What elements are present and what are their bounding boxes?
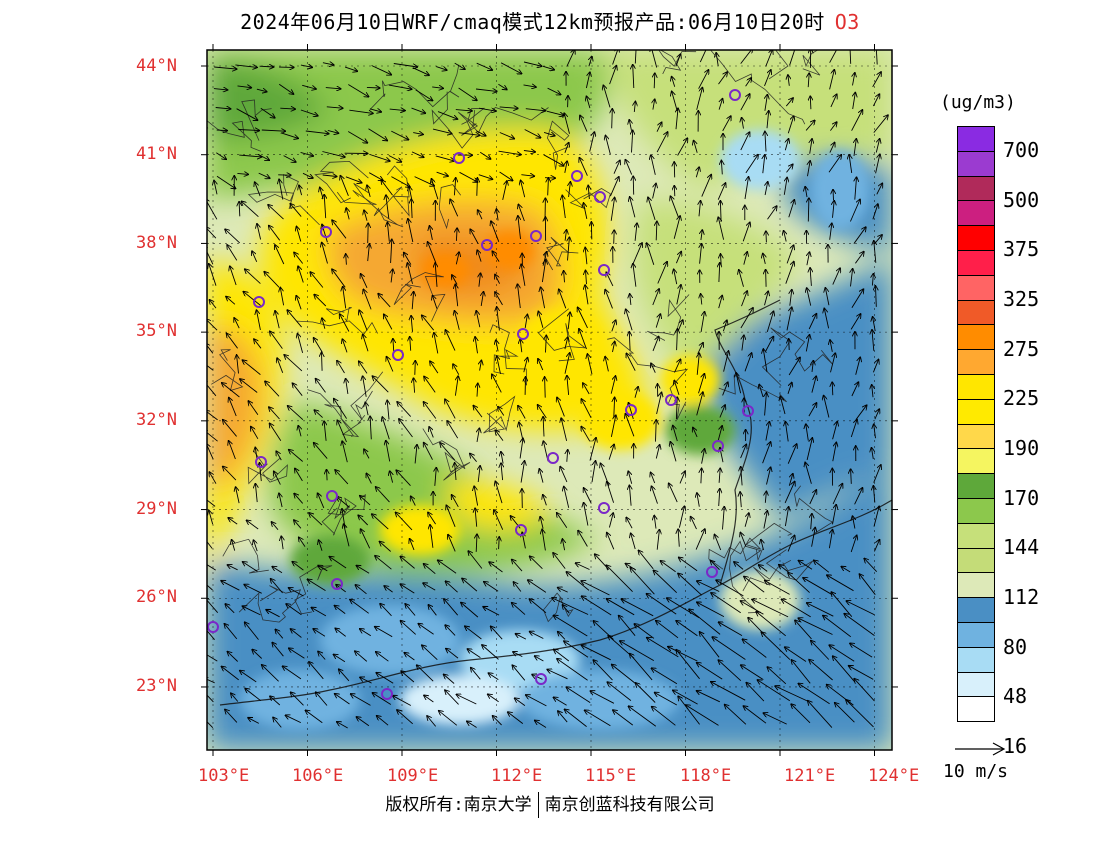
legend-swatch (958, 325, 994, 351)
city-marker (207, 621, 219, 633)
city-marker (515, 524, 527, 536)
legend-swatch (958, 226, 994, 251)
legend-swatch (958, 127, 994, 152)
legend-label: 700 (1003, 137, 1040, 162)
color-legend (957, 126, 995, 722)
lon-label-103: 103°E (198, 766, 250, 786)
city-marker (253, 296, 265, 308)
city-marker (742, 405, 754, 417)
legend-label: 16 (1003, 733, 1028, 758)
city-marker (594, 191, 606, 203)
city-marker (712, 440, 724, 452)
copyright-left: 版权所有:南京大学 (385, 795, 532, 815)
legend-swatch (958, 598, 994, 623)
legend-label: 375 (1003, 237, 1040, 262)
legend-swatch (958, 548, 994, 574)
city-marker (598, 502, 610, 514)
legend-swatch (958, 300, 994, 326)
lat-label-41: 41°N (136, 144, 177, 164)
legend-swatch (958, 498, 994, 524)
city-marker (571, 170, 583, 182)
lat-label-29: 29°N (136, 499, 177, 519)
legend-swatch (958, 201, 994, 227)
lat-label-35: 35°N (136, 321, 177, 341)
lon-label-106: 106°E (292, 766, 344, 786)
legend-swatch (958, 250, 994, 276)
legend-swatch (958, 474, 994, 499)
legend-label: 112 (1003, 584, 1040, 609)
map-frame (206, 49, 893, 751)
city-marker (535, 673, 547, 685)
legend-swatch (958, 275, 994, 301)
pollutant-species: O3 (834, 10, 860, 34)
city-marker (530, 230, 542, 242)
legend-swatch (958, 622, 994, 648)
copyright-divider (537, 792, 539, 818)
lat-label-32: 32°N (136, 410, 177, 430)
lon-label-118: 118°E (680, 766, 732, 786)
city-marker (517, 328, 529, 340)
legend-swatch (958, 523, 994, 549)
title-text: 2024年06月10日WRF/cmaq模式12km预报产品:06月10日20时 (240, 10, 825, 34)
copyright-right: 南京创蓝科技有限公司 (544, 795, 715, 815)
city-marker (381, 688, 393, 700)
city-marker (665, 394, 677, 406)
legend-swatch (958, 573, 994, 599)
lat-label-23: 23°N (136, 676, 177, 696)
ozone-field (207, 50, 892, 750)
lon-label-121: 121°E (784, 766, 836, 786)
city-marker (326, 490, 338, 502)
city-marker (598, 264, 610, 276)
legend-swatch (958, 176, 994, 202)
legend-label: 190 (1003, 435, 1040, 460)
city-marker (320, 226, 332, 238)
city-marker (625, 404, 637, 416)
legend-label: 48 (1003, 684, 1028, 709)
lon-label-115: 115°E (585, 766, 637, 786)
legend-label: 80 (1003, 634, 1028, 659)
city-marker (547, 452, 559, 464)
legend-label: 225 (1003, 386, 1040, 411)
map-title: 2024年06月10日WRF/cmaq模式12km预报产品:06月10日20时 O… (0, 6, 1100, 35)
wind-reference-arrow (955, 742, 1006, 756)
legend-swatch (958, 672, 994, 698)
legend-swatch (958, 374, 994, 400)
legend-swatch (958, 449, 994, 475)
legend-swatch (958, 350, 994, 375)
legend-swatch (958, 399, 994, 425)
lon-label-109: 109°E (387, 766, 439, 786)
lon-label-112: 112°E (491, 766, 543, 786)
city-marker (392, 349, 404, 361)
copyright-footer: 版权所有:南京大学 南京创蓝科技有限公司 (0, 790, 1100, 818)
lat-label-26: 26°N (136, 587, 177, 607)
legend-label: 500 (1003, 187, 1040, 212)
wind-reference-label: 10 m/s (943, 761, 1009, 782)
lat-label-38: 38°N (136, 233, 177, 253)
city-marker (729, 89, 741, 101)
legend-swatch (958, 697, 994, 722)
legend-label: 170 (1003, 485, 1040, 510)
city-marker (255, 456, 267, 468)
lat-label-44: 44°N (136, 56, 177, 76)
lon-label-124: 124°E (868, 766, 920, 786)
city-marker (481, 239, 493, 251)
legend-swatch (958, 151, 994, 177)
legend-swatch (958, 647, 994, 673)
legend-unit: (ug/m3) (940, 92, 1016, 113)
legend-swatch (958, 424, 994, 450)
legend-label: 275 (1003, 336, 1040, 361)
legend-label: 144 (1003, 535, 1040, 560)
city-marker (453, 152, 465, 164)
city-marker (706, 566, 718, 578)
legend-label: 325 (1003, 286, 1040, 311)
city-marker (331, 578, 343, 590)
